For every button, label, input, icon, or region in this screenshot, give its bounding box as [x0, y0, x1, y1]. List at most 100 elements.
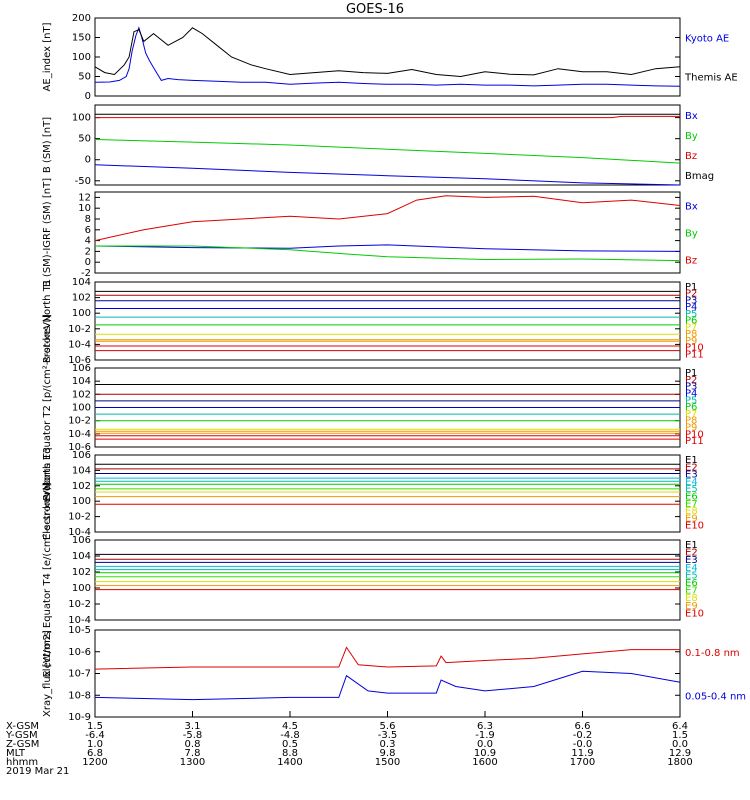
row-value: -1.9	[475, 730, 495, 741]
legend-entry: P8	[685, 416, 697, 427]
row-value: 5.6	[380, 721, 396, 732]
row-value: 1.5	[87, 721, 103, 732]
y-axis-label: B (SM) [nT]	[42, 117, 53, 173]
panel-frame	[94, 629, 681, 718]
y-tick-label: 104	[72, 277, 91, 288]
legend-entry: E5	[685, 484, 698, 495]
row-value: 6.3	[477, 721, 493, 732]
y-tick-label: 100	[72, 403, 91, 414]
y-tick-label: 10-4	[68, 527, 91, 538]
row-label: X-GSM	[6, 721, 39, 732]
y-axis-label: Protons North T1	[42, 279, 53, 363]
y-tick-label: 10-6	[68, 355, 91, 366]
date-label: 2019 Mar 21	[6, 766, 69, 777]
legend-entry: E7	[685, 499, 698, 510]
row-label: Z-GSM	[6, 739, 39, 750]
legend-entry: P1	[685, 368, 697, 379]
row-value: 4.5	[282, 721, 298, 732]
y-axis-label: AE_index [nT]	[42, 22, 53, 91]
y-tick-label: 4	[85, 236, 91, 247]
legend-entry: Bx	[685, 111, 698, 122]
row-value: 10.9	[474, 748, 496, 759]
y-tick-label: 100	[72, 308, 91, 319]
y-tick-label: 100	[72, 583, 91, 594]
row-value: -0.2	[573, 730, 593, 741]
legend-entry: E2	[685, 462, 698, 473]
y-tick-label: 100	[72, 113, 91, 124]
legend-entry: E4	[685, 563, 698, 574]
legend-entry: P7	[685, 322, 697, 333]
y-tick-label: 100	[72, 496, 91, 507]
legend-entry: Bz	[685, 151, 697, 162]
y-tick-label: 102	[72, 481, 91, 492]
row-value: 1600	[472, 757, 497, 768]
legend-entry: E8	[685, 593, 698, 604]
y-tick-label: 0	[85, 257, 91, 268]
y-tick-label: 104	[72, 376, 91, 387]
legend-entry: E9	[685, 513, 698, 524]
row-label: hhmm	[6, 757, 38, 768]
y-tick-label: 2	[85, 246, 91, 257]
y-tick-label: 8	[85, 214, 91, 225]
legend-entry: P4	[685, 388, 697, 399]
legend-entry: P9	[685, 336, 697, 347]
legend-entry: E5	[685, 570, 698, 581]
row-value: -5.8	[183, 730, 203, 741]
y-tick-label: 10-4	[68, 615, 91, 626]
series-line	[95, 245, 681, 262]
row-value: 1400	[277, 757, 302, 768]
legend: 0.1-0.8 nm 0.05-0.4 nm	[685, 648, 746, 703]
y-tick-label: 150	[72, 33, 91, 44]
legend-entry: E3	[685, 470, 698, 481]
y-tick-label: 10-9	[68, 712, 91, 723]
row-value: 1700	[570, 757, 595, 768]
legend-entry: P9	[685, 423, 697, 434]
legend-entry: P3	[685, 295, 697, 306]
y-tick-label: 106	[72, 450, 91, 461]
legend-entry: By	[685, 131, 698, 142]
panel-6: 10-4 10-2 100 102 104 106 Electrons North T3 E1…	[42, 447, 704, 540]
row-value: 1500	[375, 757, 400, 768]
y-tick-label: 50	[78, 134, 91, 145]
y-tick-label: 12	[78, 192, 91, 203]
y-tick-label: 10-7	[68, 669, 91, 680]
y-axis-label: Electrons Equator T4 [e/(cm²-s-sr-keV)]	[42, 482, 53, 677]
row-value: 0.8	[185, 739, 201, 750]
y-axis-label: B (SM)-IGRF (SM) [nT]	[42, 178, 53, 287]
panel-7: 10-4 10-2 100 102 104 106 Electrons Equator T4…	[42, 482, 704, 677]
row-value: 9.8	[380, 748, 396, 759]
panel-1: 0 50 100 150 200 AE_index [nT] Kyoto AE Themis …	[42, 13, 738, 102]
row-value: 8.8	[282, 748, 298, 759]
row-label: MLT	[6, 748, 26, 759]
y-tick-label: 10-2	[68, 324, 91, 335]
row-value: 0.0	[672, 739, 688, 750]
series-line	[94, 139, 681, 164]
legend-entry: P11	[685, 349, 704, 360]
y-tick-label: 10-8	[68, 690, 91, 701]
y-tick-label: -2	[81, 268, 91, 279]
legend-entry: P3	[685, 382, 697, 393]
legend-entry: P10	[685, 343, 704, 354]
plot-title: GOES-16	[346, 2, 404, 17]
legend-entry: P5	[685, 309, 697, 320]
series-line	[95, 115, 680, 119]
row-value: 6.6	[575, 721, 591, 732]
y-axis-label: Protons Equator T2 [p/(cm²-s-sr-keV)]	[42, 314, 53, 501]
panel-frame	[94, 539, 681, 621]
row-value: -3.5	[378, 730, 398, 741]
y-axis-label: Electrons North T3	[42, 447, 53, 540]
legend: Kyoto AE Themis AE	[684, 34, 738, 84]
legend-entry: Kyoto AE	[685, 34, 729, 45]
legend-entry: E8	[685, 506, 698, 517]
row-value: 1300	[180, 757, 205, 768]
legend-entry: E10	[685, 521, 704, 532]
y-tick-label: 200	[72, 13, 91, 24]
y-tick-label: 102	[72, 293, 91, 304]
legend-entry: 0.1-0.8 nm	[685, 648, 740, 659]
row-value: 6.4	[672, 721, 688, 732]
series-line	[94, 27, 681, 78]
y-tick-label: 50	[78, 72, 91, 83]
